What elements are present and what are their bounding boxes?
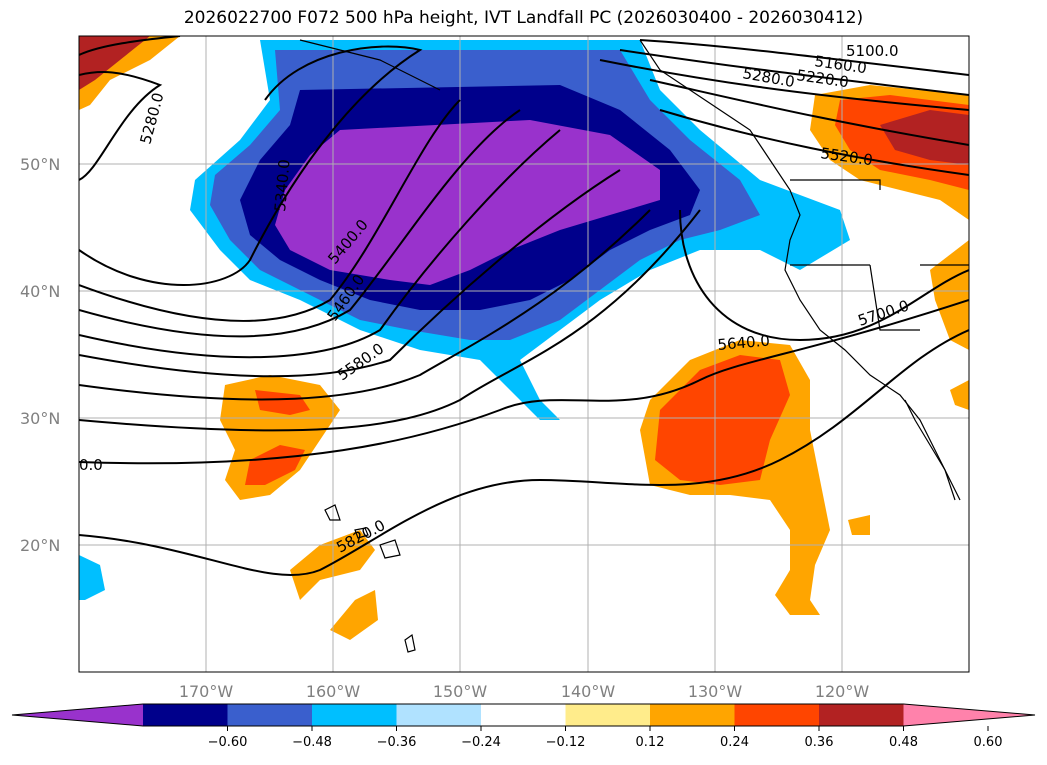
lon-label-120w: 120°W bbox=[815, 682, 870, 701]
graticule bbox=[79, 36, 969, 672]
lon-label-150w: 150°W bbox=[433, 682, 488, 701]
contour-label-5640: 5640.0 bbox=[717, 331, 771, 354]
height-contours bbox=[79, 36, 969, 577]
lon-label-130w: 130°W bbox=[688, 682, 743, 701]
map-frame bbox=[78, 35, 970, 673]
colorbar-tick-label: −0.12 bbox=[546, 735, 586, 750]
colorbar-extend-max bbox=[903, 704, 1035, 726]
longitude-labels: 170°W 160°W 150°W 140°W 130°W 120°W bbox=[179, 682, 870, 701]
colorbar: −0.60 −0.48 −0.36 −0.24 −0.12 0.12 0.24 0.36 0.4… bbox=[11, 703, 1036, 750]
shaded-fields bbox=[79, 36, 969, 640]
colorbar-tick-label: 0.60 bbox=[974, 735, 1003, 750]
colorbar-segment bbox=[565, 704, 651, 726]
field-pos-036-e bbox=[655, 355, 790, 485]
colorbar-tick-label: −0.36 bbox=[377, 735, 417, 750]
colorbar-tick-label: −0.24 bbox=[461, 735, 501, 750]
lat-label-50n: 50°N bbox=[20, 155, 60, 174]
contour-label-5100: 5100.0 bbox=[846, 42, 899, 60]
colorbar-extend-min bbox=[12, 704, 143, 726]
field-neg-sw bbox=[79, 555, 105, 600]
coastlines bbox=[299, 39, 969, 653]
contour-label-5340: 5340.0 bbox=[271, 158, 294, 212]
field-neg-060 bbox=[275, 120, 660, 285]
field-pos-small bbox=[848, 515, 870, 535]
lon-label-160w: 160°W bbox=[306, 682, 361, 701]
colorbar-segment bbox=[143, 704, 228, 726]
contour-label-0: 0.0 bbox=[79, 456, 103, 474]
lat-label-40n: 40°N bbox=[20, 282, 60, 301]
lat-label-30n: 30°N bbox=[20, 409, 60, 428]
colorbar-tick-label: 0.12 bbox=[636, 735, 665, 750]
colorbar-segment bbox=[312, 704, 397, 726]
latitude-labels: 50°N 40°N 30°N 20°N bbox=[20, 155, 60, 555]
lon-label-170w: 170°W bbox=[179, 682, 234, 701]
field-pos-e-edge bbox=[930, 240, 969, 350]
colorbar-segment bbox=[396, 704, 482, 726]
field-pos-e-edge2 bbox=[950, 380, 969, 410]
colorbar-tick-label: 0.36 bbox=[805, 735, 834, 750]
map-title: 2026022700 F072 500 hPa height, IVT Land… bbox=[183, 8, 864, 28]
field-pos-036-w bbox=[255, 390, 310, 415]
colorbar-tick-label: 0.24 bbox=[720, 735, 749, 750]
coast-alaska bbox=[299, 39, 441, 91]
field-pos-036-w2 bbox=[245, 445, 305, 485]
colorbar-segment bbox=[734, 704, 820, 726]
colorbar-tick-label: 0.48 bbox=[889, 735, 918, 750]
colorbar-tick-label: −0.60 bbox=[208, 735, 248, 750]
lon-label-140w: 140°W bbox=[561, 682, 616, 701]
hawaii-islands bbox=[324, 504, 416, 653]
colorbar-outline bbox=[11, 703, 1036, 727]
field-pos-024-hi2 bbox=[330, 590, 378, 640]
colorbar-segment bbox=[819, 704, 904, 726]
border-states bbox=[790, 264, 969, 331]
coast-baja bbox=[904, 399, 956, 501]
lat-label-20n: 20°N bbox=[20, 536, 60, 555]
colorbar-segment bbox=[650, 704, 735, 726]
colorbar-segment bbox=[227, 704, 313, 726]
colorbar-tick-label: −0.48 bbox=[292, 735, 332, 750]
coast-north-america bbox=[639, 39, 961, 501]
colorbar-segment bbox=[481, 704, 566, 726]
border-us-canada bbox=[790, 179, 881, 190]
